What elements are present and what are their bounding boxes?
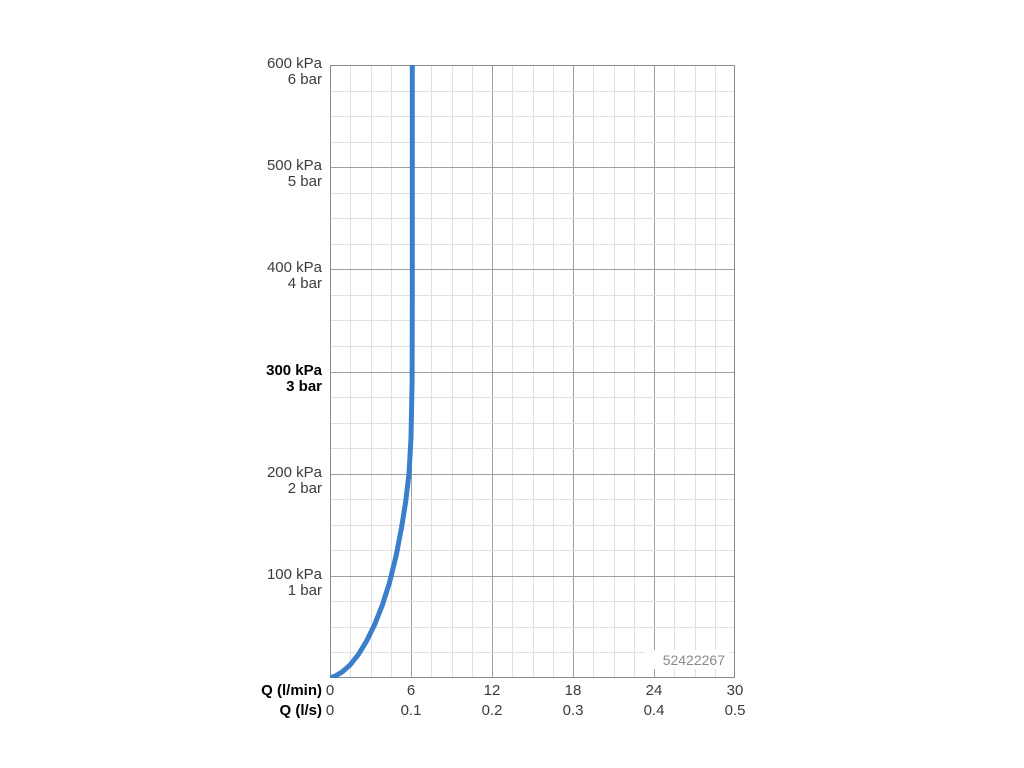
x-tick-ls-0.1: 0.1 <box>400 702 422 719</box>
x-tick-ls-0.3: 0.3 <box>562 702 584 719</box>
plot-border <box>330 65 735 678</box>
y-tick-label-200: 200 kPa 2 bar <box>182 463 322 497</box>
chart-svg: 52422267 <box>327 62 736 681</box>
code-label-backing <box>645 650 729 669</box>
y-tick-label-400: 400 kPa 4 bar <box>182 260 322 292</box>
y-tick-label-300: 300 kPa 3 bar <box>182 361 322 395</box>
y-tick-kpa: 500 kPa <box>266 157 322 175</box>
x-tick-lmin-24: 24 <box>645 682 663 699</box>
y-tick-label-500: 500 kPa 5 bar <box>182 158 322 190</box>
product-code-label: 52422267 <box>663 652 726 668</box>
plot-area: 52422267 <box>327 62 736 681</box>
flow-curve <box>327 62 415 681</box>
y-tick-kpa: 300 kPa <box>266 361 322 379</box>
x-tick-lmin-30: 30 <box>726 682 744 699</box>
x-tick-lmin-18: 18 <box>564 682 582 699</box>
y-tick-kpa: 200 kPa <box>266 463 322 481</box>
y-tick-kpa: 600 kPa <box>266 55 322 72</box>
y-tick-kpa: 400 kPa <box>266 259 322 277</box>
y-tick-bar: 1 bar <box>287 581 322 599</box>
y-tick-label-600: 600 kPa 6 bar <box>182 56 322 88</box>
y-tick-bar: 5 bar <box>287 173 322 191</box>
x-tick-ls-0: 0 <box>325 702 335 719</box>
x-tick-lmin-0: 0 <box>325 682 335 699</box>
x-tick-lmin-6: 6 <box>406 682 416 699</box>
x-tick-ls-0.4: 0.4 <box>643 702 665 719</box>
x-tick-lmin-12: 12 <box>483 682 501 699</box>
y-tick-bar: 4 bar <box>287 275 322 293</box>
x-axis-secondary-label: Q (l/s) <box>279 702 322 719</box>
y-tick-kpa: 100 kPa <box>266 565 322 583</box>
y-tick-label-100: 100 kPa 1 bar <box>182 565 322 599</box>
y-tick-bar: 3 bar <box>286 377 322 395</box>
x-tick-ls-0.2: 0.2 <box>481 702 503 719</box>
x-tick-ls-0.5: 0.5 <box>724 702 746 719</box>
y-tick-bar: 2 bar <box>287 479 322 497</box>
x-axis-primary-label: Q (l/min) <box>261 682 322 699</box>
y-tick-bar: 6 bar <box>287 71 322 88</box>
